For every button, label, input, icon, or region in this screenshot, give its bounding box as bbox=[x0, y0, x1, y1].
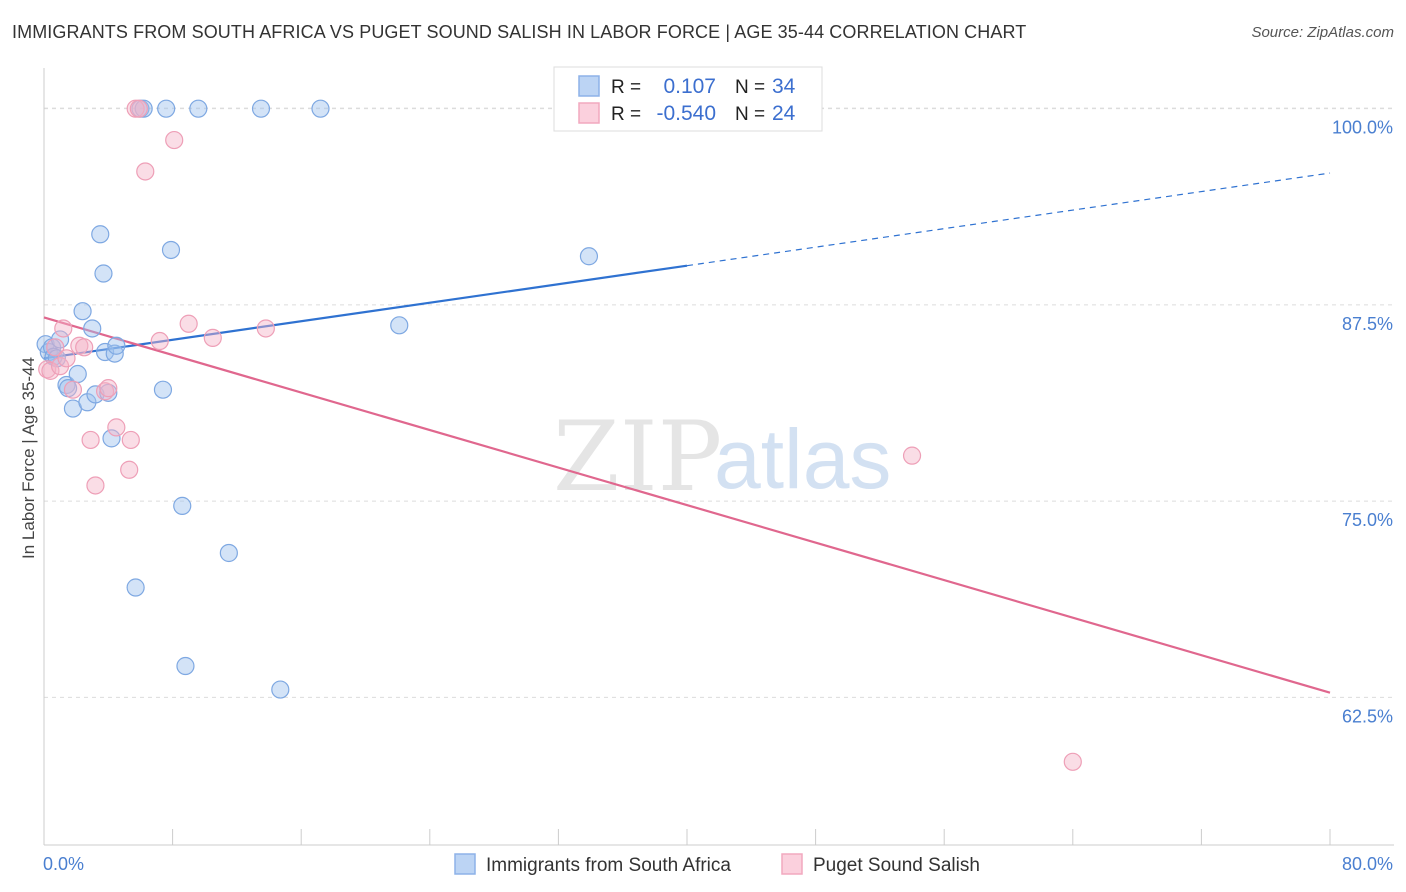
point-south-africa bbox=[157, 99, 176, 118]
point-puget-sound bbox=[120, 460, 139, 479]
point-puget-sound bbox=[75, 338, 94, 357]
chart-source: Source: ZipAtlas.com bbox=[1251, 24, 1394, 41]
bottom-legend-swatch-south-africa bbox=[454, 853, 476, 875]
point-south-africa bbox=[271, 680, 290, 699]
point-south-africa bbox=[390, 316, 409, 335]
point-south-africa bbox=[161, 240, 181, 260]
point-south-africa bbox=[153, 380, 173, 399]
bottom-legend-label-south-africa: Immigrants from South Africa bbox=[486, 855, 731, 876]
point-puget-sound bbox=[86, 476, 105, 495]
legend-swatch-south-africa bbox=[578, 75, 600, 97]
axes bbox=[43, 68, 1394, 846]
point-south-africa bbox=[73, 302, 92, 321]
legend-n-label-1: N = bbox=[735, 77, 765, 98]
legend-r-value-1: 0.107 bbox=[663, 75, 716, 98]
x-tick-labels: 0.0% 80.0% bbox=[43, 854, 1393, 874]
point-puget-sound bbox=[41, 361, 60, 380]
trend-line-1 bbox=[43, 316, 1331, 694]
watermark-zip: ZIP bbox=[553, 401, 722, 513]
trend-line-0 bbox=[43, 264, 688, 360]
point-puget-sound bbox=[902, 446, 922, 465]
point-puget-sound bbox=[63, 380, 83, 399]
point-south-africa bbox=[219, 543, 238, 563]
point-south-africa bbox=[173, 496, 192, 515]
y-tick-label: 75.0% bbox=[1342, 510, 1393, 530]
chart-title: IMMIGRANTS FROM SOUTH AFRICA VS PUGET SO… bbox=[12, 22, 1027, 42]
point-puget-sound bbox=[54, 319, 73, 338]
point-puget-sound bbox=[256, 319, 275, 338]
trend-line-extension-0 bbox=[686, 172, 1331, 267]
y-axis-label: In Labor Force | Age 35-44 bbox=[19, 357, 38, 559]
legend-r-label-1: R = bbox=[611, 77, 641, 98]
point-south-africa bbox=[176, 656, 195, 676]
point-south-africa bbox=[102, 429, 121, 448]
point-puget-sound bbox=[179, 314, 198, 333]
point-puget-sound bbox=[129, 99, 148, 118]
point-south-africa bbox=[83, 319, 102, 338]
point-puget-sound bbox=[57, 349, 76, 368]
point-puget-sound bbox=[136, 162, 155, 181]
point-puget-sound bbox=[95, 382, 115, 401]
point-south-africa bbox=[126, 578, 145, 597]
point-puget-sound bbox=[81, 430, 100, 450]
point-south-africa bbox=[251, 99, 271, 118]
point-south-africa bbox=[68, 364, 87, 384]
point-puget-sound bbox=[107, 418, 126, 437]
watermark-atlas: atlas bbox=[714, 412, 891, 506]
stats-legend: R = 0.107 N = 34 R = -0.540 N = 24 bbox=[553, 66, 823, 132]
y-tick-labels: 100.0% 87.5% 75.0% 62.5% bbox=[1332, 118, 1393, 727]
watermark: ZIP atlas bbox=[553, 401, 891, 513]
data-points bbox=[36, 99, 1082, 771]
point-puget-sound bbox=[99, 379, 118, 398]
series-legend: Immigrants from South Africa Puget Sound… bbox=[454, 853, 980, 876]
point-south-africa bbox=[94, 264, 113, 283]
legend-swatch-puget-sound bbox=[578, 102, 600, 124]
legend-n-value-2: 24 bbox=[772, 102, 796, 125]
point-puget-sound bbox=[203, 328, 222, 347]
point-south-africa bbox=[189, 99, 208, 118]
y-tick-label: 62.5% bbox=[1342, 706, 1393, 726]
point-puget-sound bbox=[150, 331, 169, 351]
point-puget-sound bbox=[121, 430, 140, 450]
legend-n-label-2: N = bbox=[735, 104, 765, 125]
legend-r-label-2: R = bbox=[611, 104, 641, 125]
y-tick-label: 87.5% bbox=[1342, 314, 1393, 334]
point-south-africa bbox=[107, 336, 126, 355]
bottom-legend-swatch-puget-sound bbox=[781, 853, 803, 875]
point-south-africa bbox=[579, 247, 599, 266]
legend-n-value-1: 34 bbox=[772, 75, 796, 98]
point-south-africa bbox=[91, 225, 110, 244]
x-tick-label: 80.0% bbox=[1342, 854, 1393, 874]
bottom-legend-label-puget-sound: Puget Sound Salish bbox=[813, 855, 980, 876]
legend-r-value-2: -0.540 bbox=[656, 102, 716, 125]
point-puget-sound bbox=[165, 130, 184, 150]
y-tick-label: 100.0% bbox=[1332, 118, 1393, 138]
x-tick-label: 0.0% bbox=[43, 854, 84, 874]
point-puget-sound bbox=[1063, 752, 1082, 771]
point-puget-sound bbox=[46, 338, 65, 357]
point-south-africa bbox=[311, 99, 330, 118]
